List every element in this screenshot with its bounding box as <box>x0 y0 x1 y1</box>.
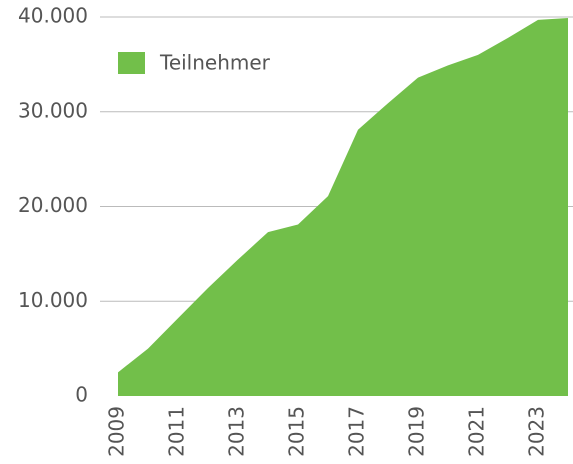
x-tick-label: 2021 <box>465 406 489 457</box>
x-tick-label: 2017 <box>345 406 369 457</box>
y-tick-label: 20.000 <box>18 193 88 217</box>
y-tick-label: 30.000 <box>18 98 88 122</box>
y-tick-label: 0 <box>75 383 88 407</box>
legend-swatch <box>118 52 145 74</box>
area <box>118 17 568 396</box>
x-tick-label: 2023 <box>525 406 549 457</box>
x-tick-label: 2009 <box>105 406 129 457</box>
x-tick-label: 2011 <box>165 406 189 457</box>
x-tick-label: 2013 <box>225 406 249 457</box>
x-tick-label: 2015 <box>285 406 309 457</box>
legend-label: Teilnehmer <box>159 51 271 75</box>
y-tick-label: 10.000 <box>18 288 88 312</box>
x-tick-label: 2019 <box>405 406 429 457</box>
y-tick-label: 40.000 <box>18 4 88 28</box>
